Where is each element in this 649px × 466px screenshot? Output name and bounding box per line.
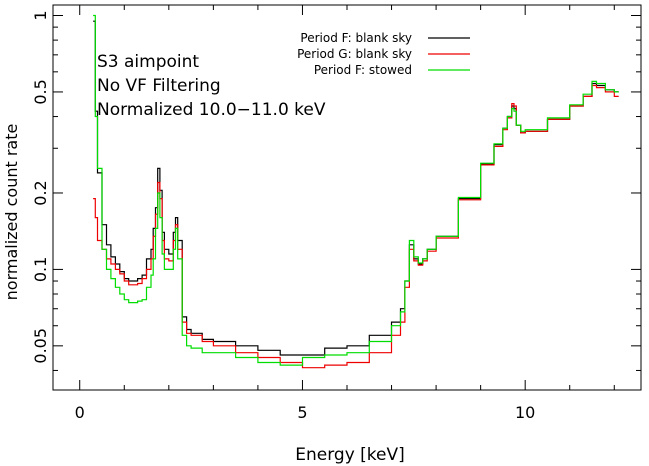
x-tick-label: 5: [297, 403, 307, 422]
legend-label-1: Period G: blank sky: [297, 47, 412, 61]
y-tick-label: 1: [31, 10, 50, 20]
annotation-line-0: S3 aimpoint: [97, 52, 199, 72]
y-tick-label: 0.5: [31, 79, 50, 104]
annotation-layer: S3 aimpoint No VF Filtering Normalized 10.…: [97, 52, 326, 120]
x-tick-label: 0: [75, 403, 85, 422]
legend: Period F: blank sky Period G: blank sky Pe…: [297, 31, 470, 77]
annotation-line-2: Normalized 10.0−11.0 keV: [97, 100, 326, 120]
series-line-1: [93, 84, 619, 369]
y-tick-label: 0.05: [31, 328, 50, 364]
annotation-line-1: No VF Filtering: [97, 76, 221, 96]
series-line-2: [93, 14, 619, 366]
legend-label-0: Period F: blank sky: [300, 31, 412, 45]
x-axis-label: Energy [keV]: [295, 445, 405, 465]
series-line-0: [93, 20, 619, 356]
y-tick-label: 0.1: [31, 257, 50, 282]
series-layer: [93, 14, 619, 369]
x-tick-label: 10: [515, 403, 535, 422]
tick-layer: 0 5 10 0.05 0.1 0.2 0.5 1: [31, 5, 641, 422]
legend-label-2: Period F: stowed: [314, 63, 412, 77]
y-axis-label: normalized count rate: [2, 124, 21, 301]
y-tick-label: 0.2: [31, 180, 50, 205]
